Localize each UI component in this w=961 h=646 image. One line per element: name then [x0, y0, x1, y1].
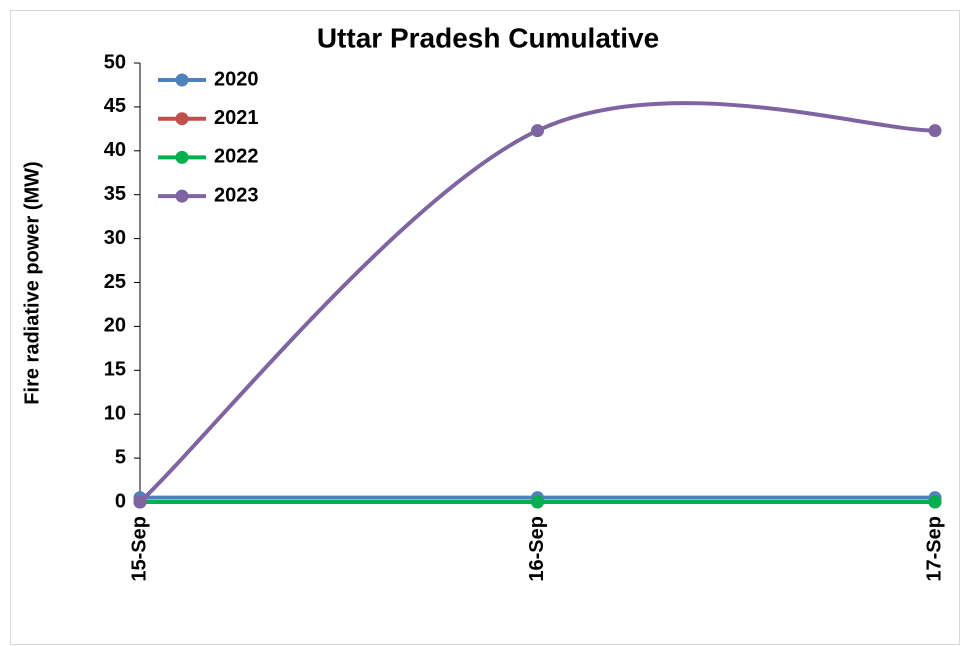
x-tick-label: 17-Sep — [923, 516, 945, 582]
legend-marker — [175, 189, 189, 203]
y-tick-label: 20 — [104, 315, 126, 337]
x-tick-label: 16-Sep — [526, 516, 548, 582]
series-marker — [531, 495, 544, 509]
y-tick-label: 10 — [104, 402, 126, 424]
series-marker — [531, 124, 544, 138]
y-tick-label: 0 — [115, 490, 126, 512]
legend-label: 2021 — [214, 107, 259, 129]
y-tick-label: 15 — [104, 359, 126, 381]
series-marker — [928, 495, 942, 509]
y-axis-title: Fire radiative power (MW) — [21, 161, 43, 404]
y-tick-label: 35 — [104, 183, 126, 205]
legend-label: 2023 — [214, 184, 259, 206]
series-marker — [928, 124, 942, 138]
y-tick-label: 50 — [104, 51, 126, 73]
legend-marker — [175, 150, 189, 164]
chart-title: Uttar Pradesh Cumulative — [317, 22, 659, 53]
series-line — [138, 101, 936, 504]
series-marker — [133, 495, 147, 509]
chart-frame — [10, 10, 960, 645]
y-tick-label: 25 — [104, 271, 126, 293]
legend-label: 2022 — [214, 146, 259, 168]
legend-label: 2020 — [214, 68, 259, 90]
x-tick-label: 15-Sep — [128, 516, 150, 582]
y-tick-label: 30 — [104, 227, 126, 249]
legend-marker — [175, 112, 189, 126]
y-tick-label: 45 — [104, 95, 126, 117]
y-tick-label: 40 — [104, 139, 126, 161]
y-tick-label: 5 — [115, 446, 126, 468]
legend-marker — [175, 73, 189, 87]
